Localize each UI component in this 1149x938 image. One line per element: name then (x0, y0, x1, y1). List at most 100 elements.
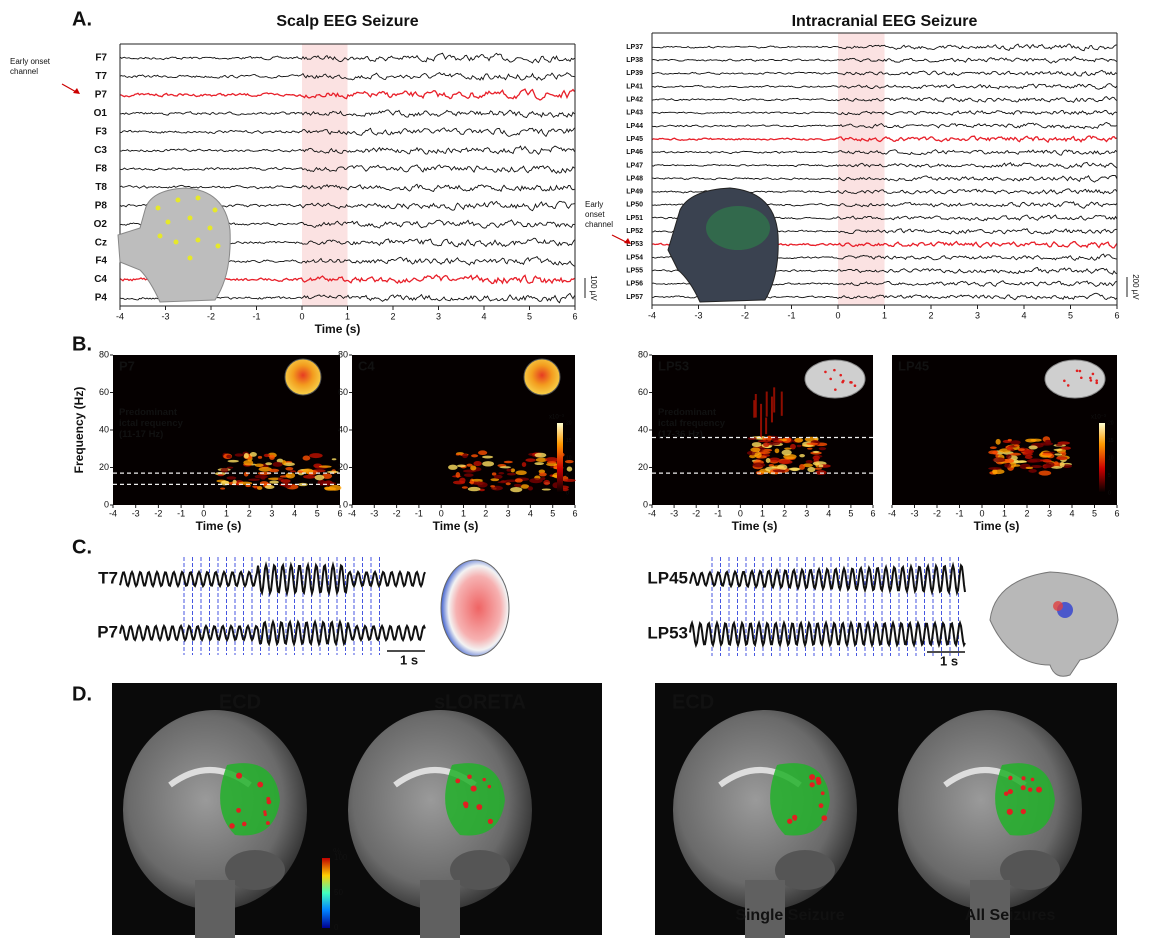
x-axis-label: Time (s) (315, 322, 361, 336)
topomap (524, 359, 560, 395)
power-blob (284, 485, 291, 488)
y-tick-label: 80 (338, 349, 348, 359)
colorbar (557, 423, 563, 493)
y-tick-label: 20 (338, 462, 348, 472)
power-blob (1042, 453, 1053, 456)
channel-label: LP39 (626, 70, 643, 77)
power-blob (794, 438, 803, 443)
x-tick-label: 3 (436, 311, 441, 321)
x-tick-label: -4 (648, 310, 656, 320)
power-blob (514, 484, 522, 487)
power-blob (285, 467, 293, 470)
dipole (236, 773, 242, 779)
colorbar-tick: 0 (1108, 490, 1111, 496)
power-blob (226, 455, 231, 458)
x-tick-label: -1 (714, 508, 722, 518)
colorbar-tick: 0 (566, 490, 569, 496)
power-streak (773, 387, 775, 412)
power-blob (813, 456, 820, 460)
channel-label: LP41 (626, 83, 643, 90)
power-blob (752, 442, 762, 447)
topomap (285, 359, 321, 395)
power-blob (773, 440, 783, 442)
power-blob (799, 464, 805, 470)
electrode (196, 238, 201, 243)
power-blob (332, 458, 337, 460)
dipole (266, 800, 271, 805)
annotation: Early (585, 200, 603, 209)
power-blob (482, 461, 494, 466)
panel-label: D. (72, 683, 92, 705)
spectrogram-title: C4 (358, 358, 375, 373)
electrode (196, 196, 201, 201)
channel-label: C3 (94, 145, 107, 156)
channel-label: F3 (95, 126, 107, 137)
x-tick-label: 4 (1069, 508, 1074, 518)
x-tick-label: 0 (299, 311, 304, 321)
dipole (1036, 787, 1042, 793)
dipole (1008, 789, 1013, 794)
power-blob (807, 467, 815, 472)
trace-label: P7 (97, 622, 118, 641)
x-tick-label: -2 (741, 310, 749, 320)
power-blob (769, 458, 780, 462)
y-tick-label: 0 (643, 499, 648, 509)
power-blob (510, 487, 522, 492)
x-tick-label: 4 (1021, 310, 1026, 320)
power-blob (515, 478, 523, 482)
power-blob (818, 464, 823, 467)
dipole (242, 822, 247, 827)
oscillation (690, 565, 965, 592)
x-tick-label: 3 (506, 508, 511, 518)
x-tick-label: -3 (370, 508, 378, 518)
panel-label: B. (72, 333, 92, 355)
power-blob (528, 486, 533, 490)
power-blob (478, 450, 487, 455)
x-tick-label: 6 (337, 508, 342, 518)
power-blob (1054, 453, 1062, 455)
colorbar (1099, 423, 1105, 493)
y-tick-label: 60 (338, 387, 348, 397)
contact (1095, 379, 1098, 382)
x-axis-label: Time (s) (732, 519, 778, 533)
contact (839, 374, 842, 377)
colorbar-tick: 10 (566, 455, 572, 461)
x-tick-label: 0 (201, 508, 206, 518)
power-blob (799, 454, 805, 457)
x-tick-label: 5 (315, 508, 320, 518)
x-tick-label: 3 (804, 508, 809, 518)
power-blob (319, 465, 332, 467)
power-blob (806, 442, 818, 445)
power-blob (473, 461, 481, 466)
x-axis-label: Time (s) (974, 519, 1020, 533)
power-blob (507, 473, 516, 476)
y-tick-label: 20 (99, 462, 109, 472)
power-blob (281, 479, 291, 483)
x-tick-label: 5 (1092, 508, 1097, 518)
x-tick-label: -4 (116, 311, 124, 321)
x-tick-label: 0 (738, 508, 743, 518)
annotation: channel (585, 220, 613, 229)
channel-label: LP55 (626, 268, 643, 275)
spectrogram-title: LP53 (658, 358, 689, 373)
power-blob (264, 454, 270, 457)
power-blob (547, 461, 557, 463)
channel-label: C4 (94, 274, 107, 285)
x-tick-label: -2 (933, 508, 941, 518)
power-blob (477, 482, 487, 487)
power-blob (815, 470, 826, 475)
power-streak (771, 397, 773, 423)
trace-label: LP45 (647, 568, 688, 587)
x-tick-label: -2 (207, 311, 215, 321)
y-tick-label: 0 (104, 499, 109, 509)
dipole (1007, 809, 1013, 815)
y-tick-label: 40 (338, 424, 348, 434)
annotation: channel (10, 67, 38, 76)
dipole (821, 791, 825, 795)
brain-grid (706, 206, 770, 250)
x-tick-label: -4 (648, 508, 656, 518)
x-tick-label: -1 (252, 311, 260, 321)
x-tick-label: -2 (154, 508, 162, 518)
annotation: Early onset (10, 57, 51, 66)
colorbar-label: x10⁻³ (549, 415, 564, 421)
